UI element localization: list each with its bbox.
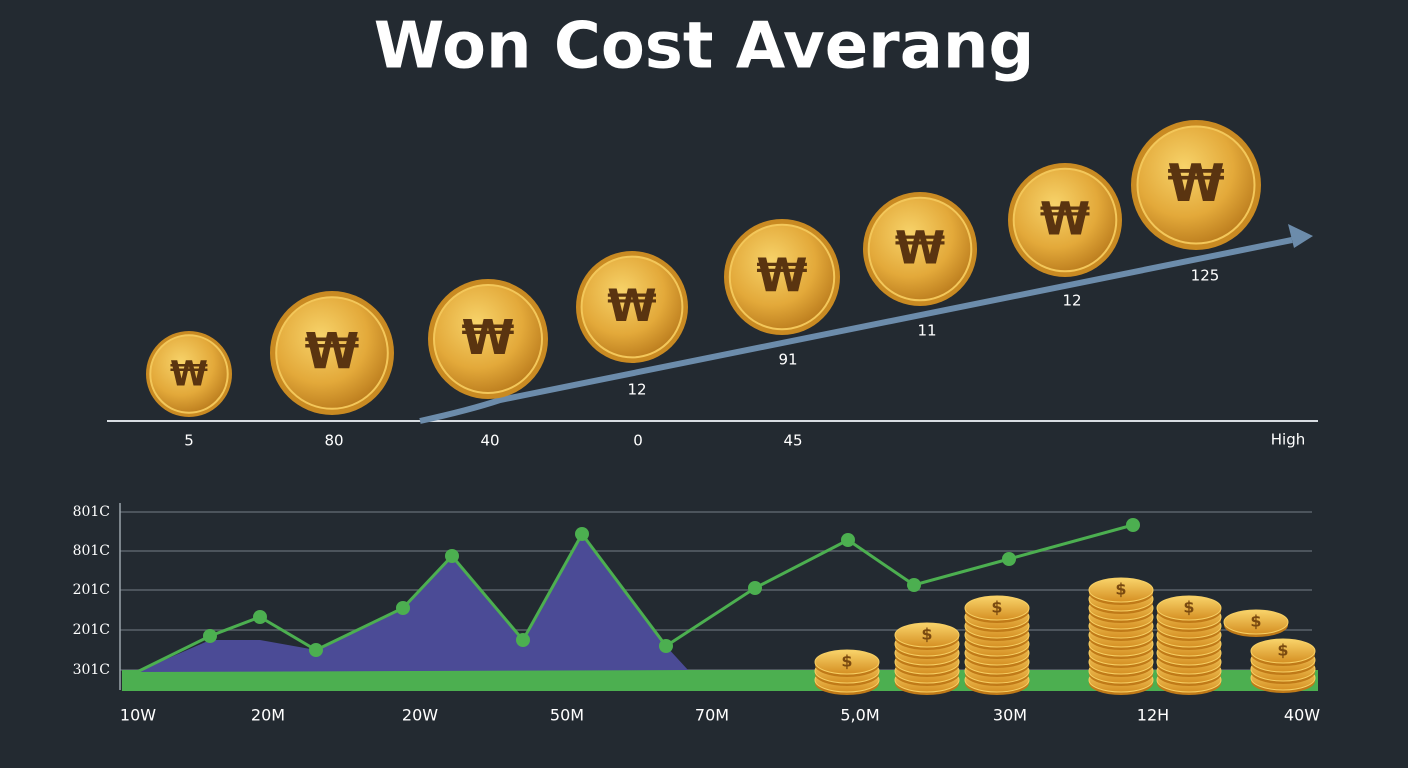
- stack-symbol: $: [1183, 598, 1194, 617]
- coin-symbol: ₩: [895, 222, 945, 275]
- coin-stacks: $ $ $ $ $ $ $: [814, 577, 1316, 695]
- axis-label: 80: [324, 432, 343, 450]
- labels: 12 91 11 12 125 5 80 40 0 45 High 801C 801C 201C 201C 3…: [73, 267, 1321, 725]
- x-label: 10W: [120, 706, 156, 725]
- coin-symbol: ₩: [462, 310, 515, 366]
- x-label: 50M: [550, 706, 584, 725]
- stack-symbol: $: [991, 598, 1002, 617]
- coin-face: [867, 196, 973, 302]
- y-label: 301C: [73, 662, 110, 678]
- x-label: 5,0M: [840, 706, 879, 725]
- coin-symbol: ₩: [170, 355, 208, 395]
- arrow-head: [1288, 224, 1313, 248]
- coins: ₩ ₩ ₩ ₩ ₩ ₩ ₩ ₩: [146, 120, 1261, 417]
- coin-symbol: ₩: [1040, 193, 1090, 246]
- coin-symbol: ₩: [1167, 154, 1224, 214]
- x-label: 20M: [251, 706, 285, 725]
- stack-coin: [964, 595, 1030, 621]
- stack-coin: [1088, 577, 1154, 603]
- dot: [203, 629, 217, 643]
- coin-label: 12: [1062, 292, 1081, 310]
- dot: [1126, 518, 1140, 532]
- stack-coin: [894, 622, 960, 648]
- coin-label: 11: [917, 322, 936, 340]
- title: Won Cost Averang: [374, 10, 1035, 84]
- dot: [575, 527, 589, 541]
- y-label: 801C: [73, 504, 110, 520]
- dot: [516, 633, 530, 647]
- area: [137, 534, 688, 672]
- coin-face: [728, 223, 836, 331]
- x-label: 20W: [402, 706, 438, 725]
- trend-arrow: [419, 237, 1293, 424]
- axis-end-label: High: [1271, 431, 1305, 449]
- y-label: 801C: [73, 543, 110, 559]
- stack-symbol: $: [1250, 612, 1261, 631]
- coin-label: 125: [1191, 267, 1220, 285]
- dot: [907, 578, 921, 592]
- dot: [309, 643, 323, 657]
- coin-face: [149, 334, 229, 414]
- x-label: 70M: [695, 706, 729, 725]
- coin-face: [580, 255, 684, 359]
- y-label: 201C: [73, 622, 110, 638]
- coin-face: [1136, 125, 1256, 245]
- axis-label: 45: [783, 432, 802, 450]
- x-label: 40W: [1284, 706, 1320, 725]
- coin-symbol: ₩: [305, 323, 360, 381]
- dot: [748, 581, 762, 595]
- stack-symbol: $: [841, 652, 852, 671]
- axis-label: 40: [480, 432, 499, 450]
- coin-face: [275, 296, 389, 410]
- stack-coin: [1156, 595, 1222, 621]
- line: [136, 523, 1134, 674]
- dot: [396, 601, 410, 615]
- coin-symbol: ₩: [607, 279, 656, 332]
- dot: [445, 549, 459, 563]
- stack-symbol: $: [921, 625, 932, 644]
- coin-symbol: ₩: [756, 249, 807, 303]
- dot: [1002, 552, 1016, 566]
- dots: [203, 518, 1140, 657]
- x-label: 30M: [993, 706, 1027, 725]
- x-label: 12H: [1137, 706, 1169, 725]
- stack-coin: [814, 649, 880, 675]
- stack-coin: [1223, 609, 1289, 635]
- coin-label: 91: [778, 351, 797, 369]
- coin-face: [433, 284, 543, 394]
- dot: [659, 639, 673, 653]
- coin-face: [1012, 167, 1118, 273]
- dot: [253, 610, 267, 624]
- stack-symbol: $: [1277, 641, 1288, 660]
- stack-symbol: $: [1115, 580, 1126, 599]
- dot: [841, 533, 855, 547]
- stack-coin: [1250, 638, 1316, 664]
- y-label: 201C: [73, 582, 110, 598]
- axis-label: 0: [633, 432, 643, 450]
- coin-label: 12: [627, 381, 646, 399]
- axis-label: 5: [184, 432, 194, 450]
